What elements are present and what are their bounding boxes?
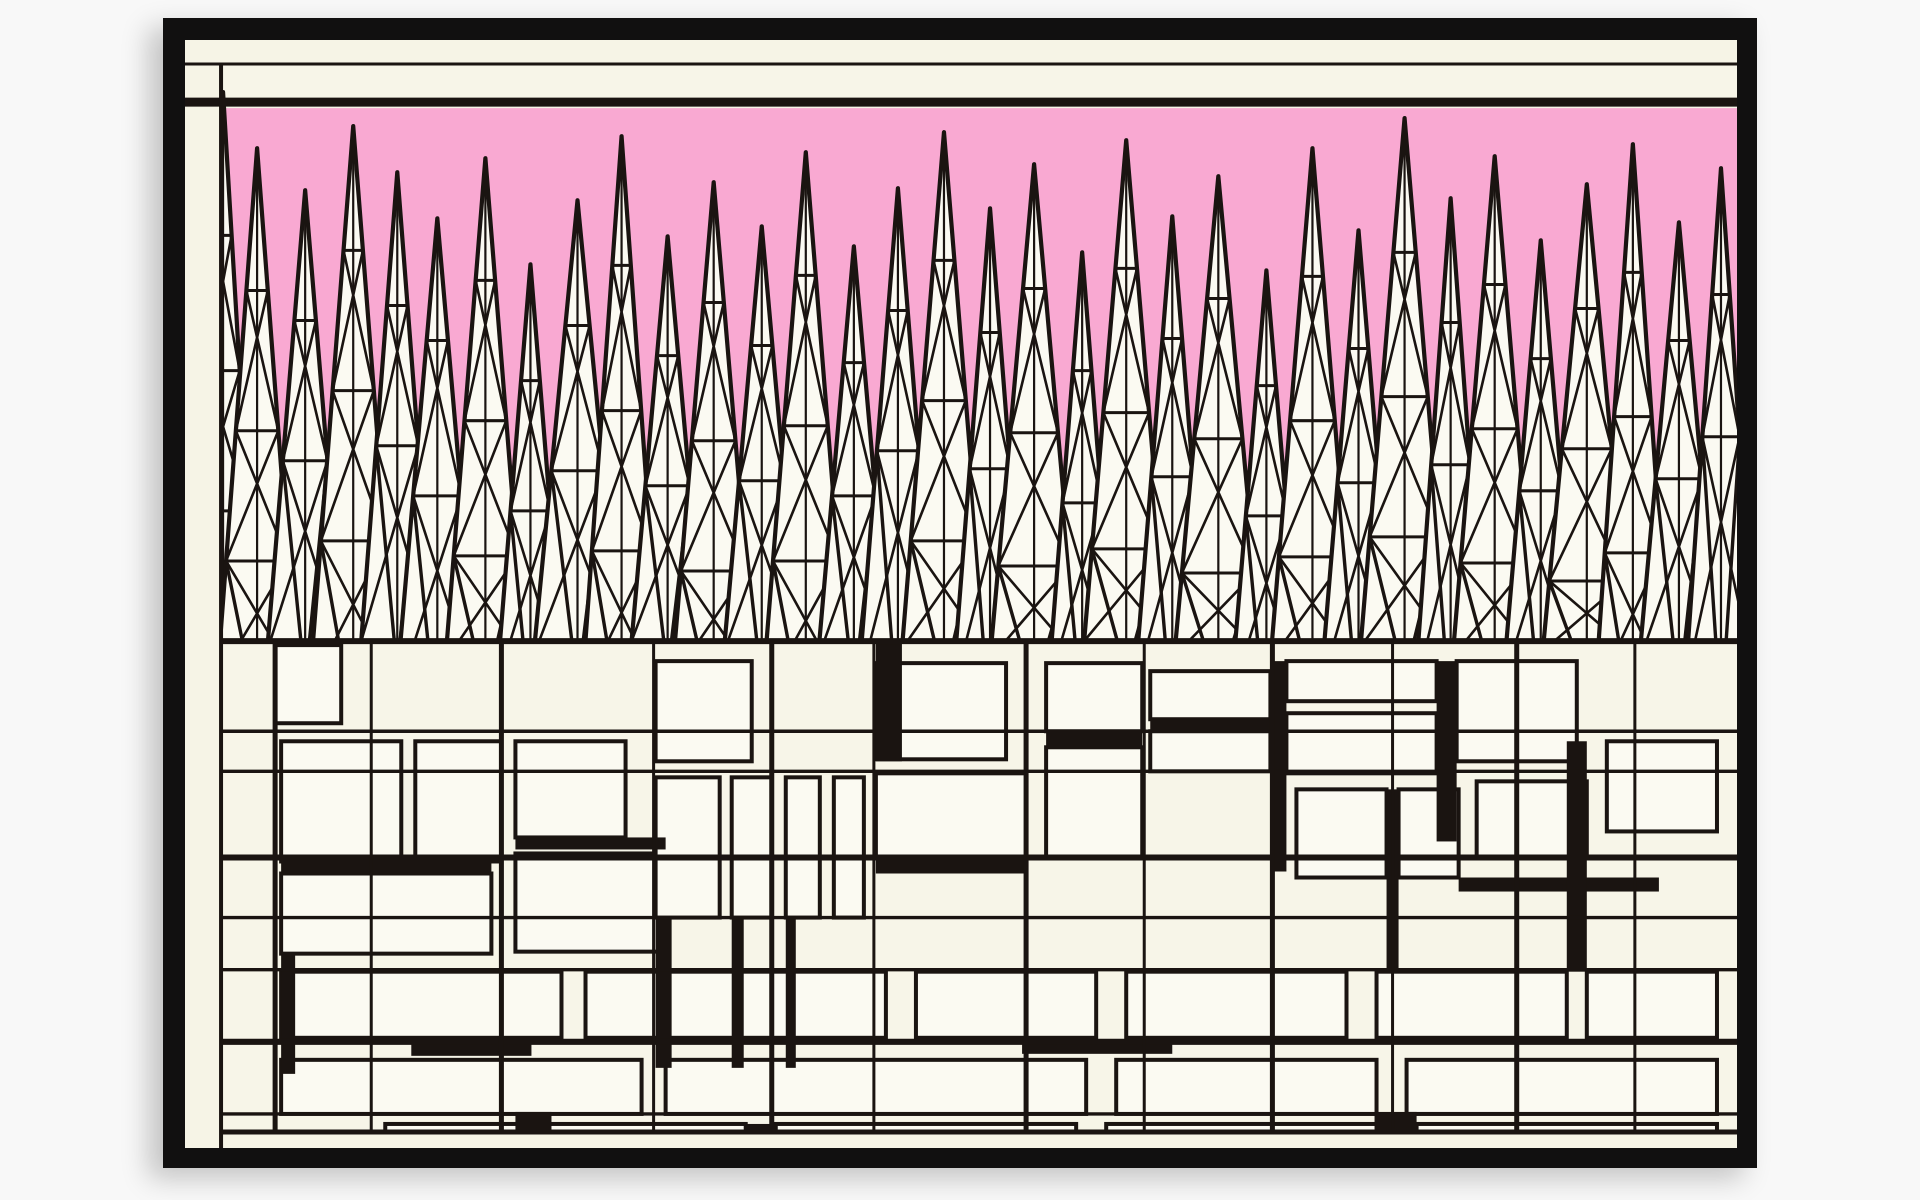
tree-lattice-28-0 [1470,284,1519,429]
tree-lattice-1-0 [234,290,280,431]
tree-lattice-17-0 [968,332,1012,470]
tree-lattice-11-0 [690,302,737,442]
tree-lattice-29-0 [1518,358,1564,492]
grid-panel-15 [1148,669,1273,722]
tree-lattice-2-0 [281,320,329,462]
tree-lattice-20-0 [1102,268,1151,413]
bottom-mat-strip [185,1131,1737,1148]
border-rules-layer [185,40,1737,1148]
grid-panel-16 [1148,729,1273,774]
left-mat-strip [185,40,222,1148]
grid-panel-1 [279,739,404,864]
tree-lattice-3-0 [331,250,376,391]
tree-lattice-14-0 [830,362,877,497]
grid-panel-27 [1124,969,1349,1040]
tree-lattice-5-0 [411,340,463,497]
grid-panel-5 [279,871,494,956]
grid-panel-32 [1114,1057,1379,1116]
grid-panel-20 [1294,787,1389,880]
artwork-svg [185,40,1737,1148]
tree-lattice-4-0 [374,305,420,447]
tree-lattice-31-0 [1612,272,1653,417]
grid-black-bar-6 [1046,731,1143,748]
grid-panel-26 [913,969,1099,1040]
tree-lattice-21-0 [1150,338,1195,478]
grid-panel-9 [783,775,822,920]
grid-panel-24 [279,969,564,1040]
tree-lattice-24-0 [1288,276,1337,421]
tree-lattice-30-0 [1560,308,1614,450]
top-mat-strip [185,40,1737,65]
tree-lattice-32-0 [1654,340,1704,480]
grid-black-bar-16 [1022,1041,1173,1054]
grid-black-bar-0 [281,859,492,874]
grid-black-bar-14 [281,953,296,1074]
grid-panel-0 [273,643,344,726]
tree-lattice-23-0 [1244,385,1289,517]
grid-panel-2 [413,739,504,864]
tree-lattice-18-0 [1008,288,1060,434]
tree-fill-33 [1684,168,1737,688]
grid-black-bar-2 [731,917,744,1068]
grid-black-bar-10 [1436,661,1457,842]
artwork-canvas [185,40,1737,1148]
grid-panel-3 [513,739,628,840]
grid-panel-29 [1584,969,1719,1040]
grid-panel-17 [1284,659,1439,704]
grid-panel-18 [1284,711,1439,776]
grid-black-bar-12 [1458,877,1659,892]
tree-lattice-12-0 [737,345,786,482]
tree-lattice-15-0 [875,310,921,452]
grid-black-bar-1 [655,917,672,1068]
tree-lattice-7-0 [509,380,552,512]
grid-panel-33 [1404,1057,1719,1116]
grid-panel-30 [279,1057,644,1116]
grid-panel-28 [1374,969,1569,1040]
grid-panel-14 [1044,745,1145,860]
tree-lattice-10-0 [644,355,692,487]
grid-panel-31 [663,1057,1089,1116]
tree-lattice-13-0 [782,275,830,426]
grid-black-bar-3 [785,917,796,1068]
tree-lattice-6-0 [463,280,508,421]
grid-black-bar-5 [875,857,1027,874]
grid-panel-12 [873,771,1029,860]
city-grid-layer [221,638,1737,1148]
grid-panel-6 [653,659,754,764]
tree-lattice-16-0 [920,260,968,401]
grid-panel-8 [729,775,774,920]
tree-lattice-22-0 [1192,298,1244,440]
tree-lattice-27-0 [1429,322,1472,466]
grid-panel-4 [513,851,668,954]
grid-black-bar-7 [875,641,902,762]
grid-black-bar-8 [1150,719,1271,732]
tree-lattice-33-0 [1701,294,1737,437]
picture-frame [163,18,1757,1168]
grid-panel-23 [1604,739,1719,834]
grid-panel-13 [1044,661,1145,734]
grid-black-bar-4 [515,837,666,850]
tree-lattice-26-0 [1380,252,1430,397]
grid-panel-10 [831,775,866,920]
tree-lattice-9-0 [600,265,643,411]
